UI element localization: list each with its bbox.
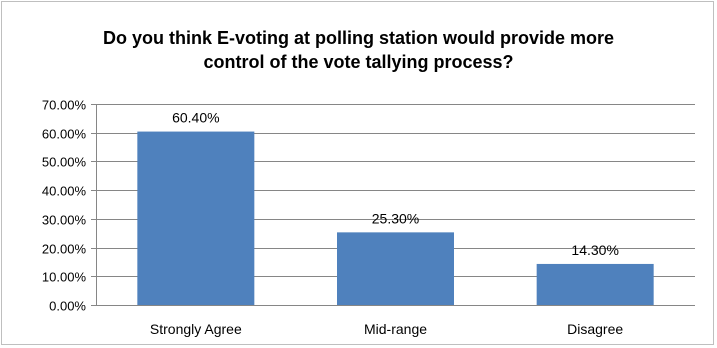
y-tick-label: 0.00% (49, 299, 86, 314)
data-label-1: 25.30% (372, 210, 419, 226)
x-tick-label-0: Strongly Agree (150, 321, 242, 337)
x-tick-label-1: Mid-range (364, 321, 427, 337)
x-tick-label-2: Disagree (567, 321, 623, 337)
bar-2 (536, 263, 654, 305)
y-tick-label: 10.00% (42, 270, 87, 285)
y-tick-label: 40.00% (42, 184, 87, 199)
chart-title: Do you think E-voting at polling station… (0, 26, 717, 74)
data-label-0: 60.40% (172, 110, 219, 126)
y-tick-label: 70.00% (42, 98, 87, 113)
y-tick-label: 60.00% (42, 127, 87, 142)
y-tick-label: 30.00% (42, 213, 87, 228)
chart-title-line-2: control of the vote tallying process? (203, 52, 514, 72)
y-tick-label: 50.00% (42, 155, 87, 170)
data-label-2: 14.30% (571, 242, 618, 258)
y-tick-label: 20.00% (42, 242, 87, 257)
bar-1 (337, 232, 454, 305)
bar-0 (137, 131, 255, 305)
chart-title-line-1: Do you think E-voting at polling station… (103, 28, 614, 48)
